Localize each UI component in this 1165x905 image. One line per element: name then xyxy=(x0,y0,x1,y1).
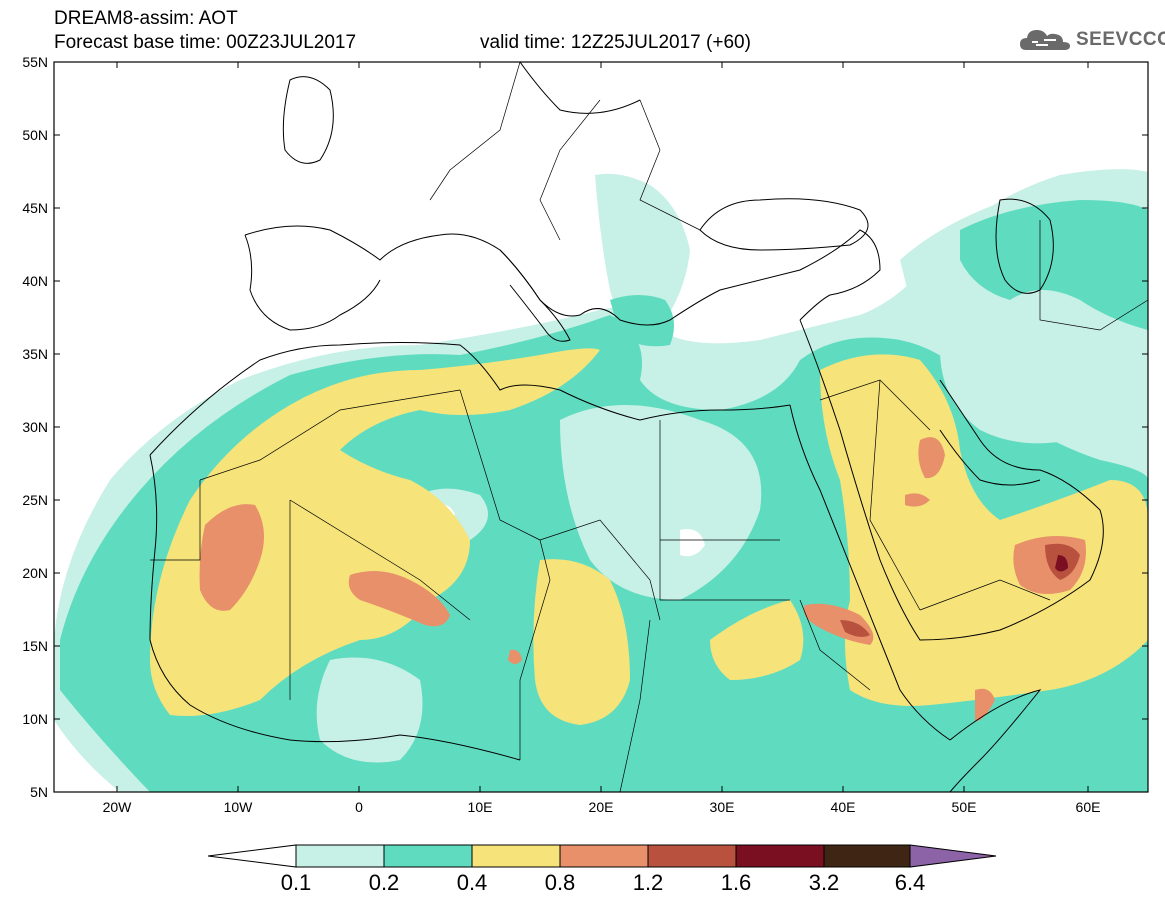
aot-band-0.8-mauritania xyxy=(199,504,264,611)
colorbar-label: 6.4 xyxy=(894,870,926,895)
lat-label: 15N xyxy=(22,638,48,654)
aot-hole-iran xyxy=(940,347,1078,444)
lat-label: 5N xyxy=(30,784,48,800)
lat-label: 25N xyxy=(22,492,48,508)
colorbar-over-arrow xyxy=(909,844,997,868)
aot-band-0.2-aegean xyxy=(610,295,674,347)
lat-label: 50N xyxy=(22,127,48,143)
seevccc-logo: SEEVCCC xyxy=(1018,24,1165,56)
colorbar-under-arrow xyxy=(207,844,297,868)
colorbar-label: 0.8 xyxy=(544,870,576,895)
aot-band-0.8-mali xyxy=(348,571,450,627)
aot-band-0.4-sudan xyxy=(710,600,804,680)
lat-label: 55N xyxy=(22,54,48,70)
colorbar-label: 0.1 xyxy=(280,870,312,895)
colorbar-swatch xyxy=(559,844,649,868)
aot-band-0.8-arabia-b xyxy=(905,493,930,507)
lon-label: 60E xyxy=(1076,799,1101,815)
country-borders xyxy=(150,62,1148,792)
forecast-base-time: Forecast base time: 00Z23JUL2017 xyxy=(54,32,357,53)
aot-hole-libya xyxy=(560,405,762,600)
lon-label: 20W xyxy=(103,799,133,815)
aot-hole-chad xyxy=(316,657,423,763)
lon-label: 50E xyxy=(952,799,977,815)
aot-band-0.4-west xyxy=(150,348,600,716)
lat-label: 35N xyxy=(22,346,48,362)
aot-contours xyxy=(54,62,1148,792)
colorbar-swatch xyxy=(823,844,911,868)
lon-label: 0 xyxy=(355,799,363,815)
lon-label: 40E xyxy=(831,799,856,815)
colorbar-label: 1.2 xyxy=(632,870,664,895)
lon-label: 10E xyxy=(468,799,493,815)
lat-label: 45N xyxy=(22,200,48,216)
latitude-axis: 55N 50N 45N 40N 35N 30N 25N 20N 15N 10N … xyxy=(22,54,1148,800)
lat-label: 10N xyxy=(22,711,48,727)
colorbar-label: 0.4 xyxy=(456,870,488,895)
lat-label: 20N xyxy=(22,565,48,581)
aot-band-0.4-chad xyxy=(533,559,630,725)
aot-band-1.2-redsea xyxy=(840,620,870,637)
colorbar-swatch xyxy=(383,844,473,868)
colorbar-label: 0.2 xyxy=(368,870,400,895)
colorbar-label: 1.6 xyxy=(720,870,752,895)
colorbar xyxy=(207,844,997,868)
logo-text: SEEVCCC xyxy=(1076,29,1165,50)
aot-band-0.8-somalia xyxy=(975,688,995,722)
colorbar-label: 3.2 xyxy=(808,870,840,895)
cloud-icon xyxy=(1020,30,1070,50)
lat-label: 30N xyxy=(22,419,48,435)
aot-band-0.8-chad xyxy=(508,649,522,664)
lon-label: 30E xyxy=(710,799,735,815)
lat-label: 40N xyxy=(22,273,48,289)
coastlines xyxy=(149,62,1104,792)
longitude-axis: 20W 10W 0 10E 20E 30E 40E 50E 60E xyxy=(103,62,1101,815)
valid-time: valid time: 12Z25JUL2017 (+60) xyxy=(480,32,751,53)
lon-label: 10W xyxy=(224,799,254,815)
lon-label: 20E xyxy=(589,799,614,815)
colorbar-swatch xyxy=(471,844,561,868)
colorbar-swatch xyxy=(647,844,737,868)
aot-band-0.8-arabia xyxy=(918,437,945,479)
map-title: DREAM8-assim: AOT xyxy=(54,8,238,29)
colorbar-swatch xyxy=(735,844,825,868)
aot-band-1.6-oman xyxy=(1055,555,1068,572)
colorbar-swatch xyxy=(295,844,385,868)
aot-band-0.2-caspian xyxy=(960,200,1148,330)
aot-white-libya xyxy=(680,529,705,557)
aot-band-0.4-arabia xyxy=(820,354,1148,706)
